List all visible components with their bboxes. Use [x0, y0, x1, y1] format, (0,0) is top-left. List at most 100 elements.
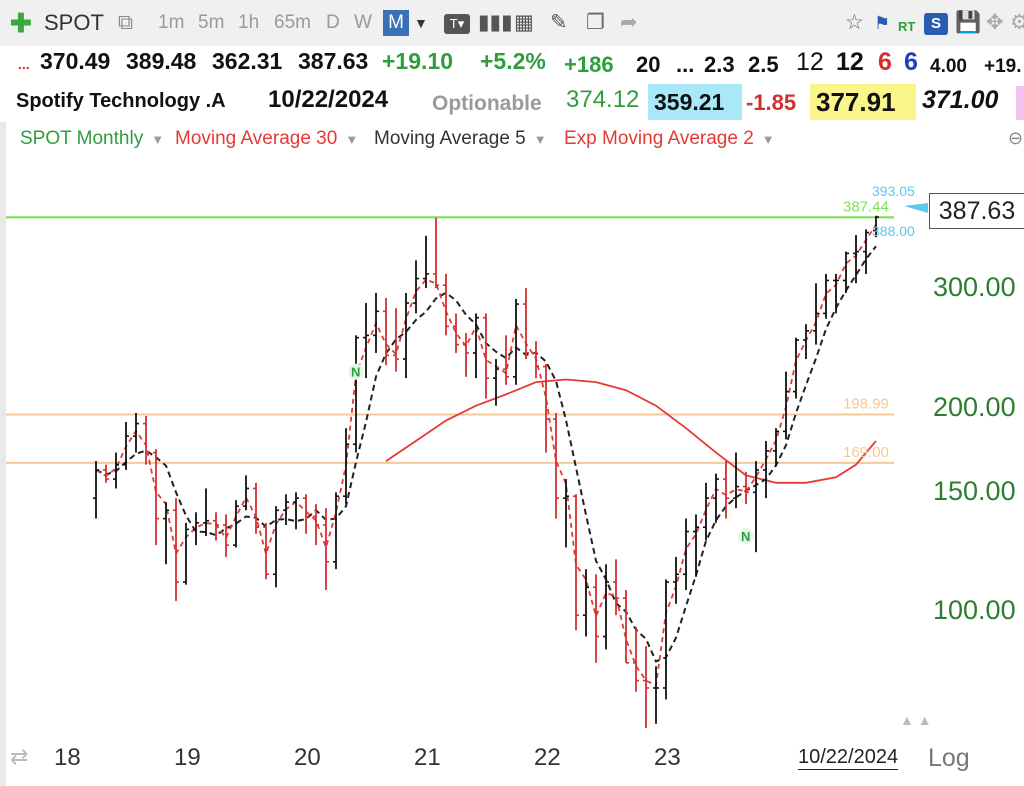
open-value: 370.49 — [40, 48, 111, 74]
study-label: Moving Average 30 — [175, 128, 338, 149]
ma30-line — [385, 378, 877, 484]
timeframe-5m[interactable]: 5m — [198, 12, 225, 33]
link-icon[interactable]: ⧉ — [118, 11, 133, 34]
chevron-down-icon[interactable]: ▼ — [345, 132, 359, 147]
chevron-down-icon[interactable]: ▼ — [414, 15, 428, 31]
y-tick-100: 100.00 — [933, 595, 1016, 625]
quote-v1: +186 — [564, 52, 614, 77]
study-label: Moving Average 5 — [374, 128, 526, 149]
price-p5: 371.00 — [922, 86, 999, 114]
quote-v8: 6 — [878, 48, 892, 76]
hline-label-169.00: 169.00 — [843, 444, 889, 461]
move-icon[interactable]: ✥ — [986, 11, 1004, 34]
moving-average-30-line — [385, 378, 877, 484]
left-edge-bar — [0, 0, 6, 786]
study-spot-monthly[interactable]: SPOT Monthly ▼ — [20, 128, 164, 150]
price-p1: 374.12 — [566, 86, 640, 113]
price-bars — [93, 215, 879, 729]
annotation-388.00: 388.00 — [872, 223, 915, 239]
rt-label[interactable]: RT — [898, 19, 916, 34]
quote-v9: 6 — [904, 48, 918, 76]
quote-v11: +19. — [984, 56, 1022, 77]
quote-row-2: Spotify Technology .A 10/22/2024 Optiona… — [0, 84, 1024, 122]
y-tick-200: 200.00 — [933, 392, 1016, 422]
flag-icon[interactable]: ⚑ — [874, 13, 891, 33]
bar-chart-icon[interactable]: ▮▮▮ — [478, 11, 513, 34]
low-value: 362.31 — [212, 48, 283, 74]
collapse-icon[interactable]: ⊖ — [1008, 128, 1024, 148]
chart-toolbar: ✚ SPOT ⧉ 1m 5m 1h 65m D W M ▼ T▾ ▮▮▮ ▦ ✎… — [0, 0, 1024, 47]
y-tick-300: 300.00 — [933, 272, 1016, 302]
y-tick-150: 150.00 — [933, 476, 1016, 506]
grid-icon[interactable]: ▦ — [514, 11, 534, 34]
quote-v10: 4.00 — [930, 56, 967, 77]
timeframe-w[interactable]: W — [354, 12, 372, 33]
timeframe-1h[interactable]: 1h — [238, 12, 260, 33]
study-ma30[interactable]: Moving Average 30 ▼ — [175, 128, 358, 150]
log-scale-toggle[interactable]: Log — [928, 744, 970, 772]
quote-date: 10/22/2024 — [268, 86, 389, 113]
price-p2: 359.21 — [648, 84, 742, 120]
cards-icon[interactable]: ❐ — [586, 11, 605, 34]
quote-v7: 12 — [836, 48, 864, 76]
last-date-label: 10/22/2024 — [798, 746, 899, 770]
timeframe-65m[interactable]: 65m — [274, 12, 311, 33]
study-label: Exp Moving Average 2 — [564, 128, 754, 149]
quote-v5: 2.5 — [748, 52, 779, 77]
horizontal-lines — [6, 216, 894, 464]
price-p4: 377.91 — [810, 84, 916, 120]
s-badge[interactable]: S — [924, 13, 948, 35]
ema2-line — [95, 224, 877, 687]
x-tick-18: 18 — [54, 744, 81, 771]
change-pct: +5.2% — [480, 48, 546, 74]
star-icon[interactable]: ☆ — [845, 11, 864, 34]
signal-marker-label-1: N — [351, 365, 360, 380]
line-labels: 387.44 198.99 169.00 393.05 388.00 — [843, 183, 928, 461]
hline-label-387.44: 387.44 — [843, 198, 889, 215]
company-name: Spotify Technology .A — [16, 90, 226, 112]
x-tick-22: 22 — [534, 744, 561, 771]
quote-row-1: ... 370.49 389.48 362.31 387.63 +19.10 +… — [0, 46, 1024, 84]
quote-v2: 20 — [636, 52, 661, 77]
symbol-label[interactable]: SPOT — [44, 10, 104, 35]
change-value: +19.10 — [382, 48, 453, 74]
annotation-393.05: 393.05 — [872, 183, 915, 199]
signal-marker-label-2: N — [741, 529, 750, 544]
study-ma5[interactable]: Moving Average 5 ▼ — [374, 128, 547, 150]
ma5-line — [95, 245, 877, 663]
dots-red: ... — [18, 56, 30, 72]
x-tick-20: 20 — [294, 744, 321, 771]
timeframe-d[interactable]: D — [326, 12, 340, 33]
price-pointer-icon — [904, 203, 928, 213]
share-icon[interactable]: ➦ — [620, 11, 638, 34]
price-p3: -1.85 — [746, 90, 797, 115]
add-icon[interactable]: ✚ — [10, 8, 32, 38]
x-tick-23: 23 — [654, 744, 681, 771]
quote-v3: ... — [676, 52, 695, 77]
study-label: SPOT Monthly — [20, 128, 144, 149]
moving-average-5-line — [95, 245, 877, 663]
timeframe-m-active[interactable]: M — [383, 10, 409, 36]
last-value: 387.63 — [298, 48, 369, 74]
chevron-down-icon[interactable]: ▼ — [533, 132, 547, 147]
chevron-down-icon[interactable]: ▼ — [151, 132, 165, 147]
quote-v4: 2.3 — [704, 52, 735, 77]
pencil-icon[interactable]: ✎ — [550, 11, 568, 34]
timeframe-1m[interactable]: 1m — [158, 12, 185, 33]
quote-edge-swatch — [1016, 86, 1024, 120]
settings-icon[interactable]: ⚙ — [1010, 11, 1024, 34]
ema-2-line — [95, 224, 877, 687]
optionable-label: Optionable — [432, 92, 542, 115]
study-ema2[interactable]: Exp Moving Average 2 ▼ — [564, 128, 775, 150]
hline-label-198.99: 198.99 — [843, 396, 889, 413]
studies-legend: SPOT Monthly ▼ Moving Average 30 ▼ Moving … — [0, 124, 1024, 156]
scroll-up-icon[interactable]: ▲ ▲ — [900, 712, 932, 728]
type-icon[interactable]: T▾ — [444, 14, 470, 34]
scroll-left-icon[interactable]: ⇄ — [10, 744, 29, 769]
quote-v6: 12 — [796, 48, 824, 76]
high-value: 389.48 — [126, 48, 197, 74]
signal-markers: NN — [348, 363, 754, 545]
chevron-down-icon[interactable]: ▼ — [761, 132, 775, 147]
save-icon[interactable]: 💾 — [955, 11, 982, 34]
